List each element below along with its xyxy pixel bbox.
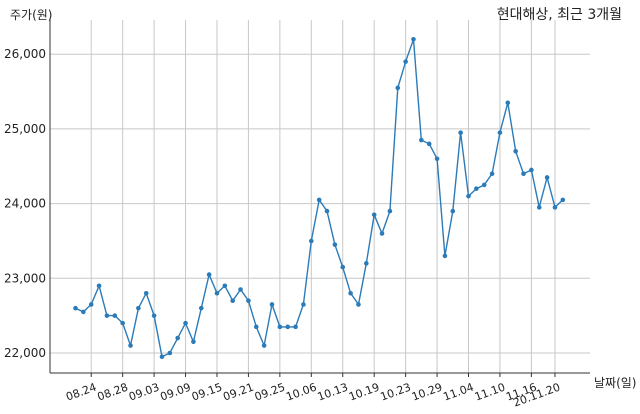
data-point — [411, 36, 416, 42]
x-tick-label: 09.15 — [190, 381, 224, 404]
x-tick-label: 10.29 — [410, 381, 444, 404]
data-point — [120, 320, 125, 326]
data-point — [96, 283, 102, 289]
x-tick-label: 10.19 — [347, 381, 381, 404]
data-point — [434, 156, 440, 162]
data-point — [395, 85, 401, 91]
data-point — [285, 324, 291, 330]
x-tick-label: 10.23 — [379, 381, 413, 404]
data-point — [497, 130, 503, 135]
data-point — [560, 197, 566, 203]
y-tick-label: 26,000 — [4, 47, 46, 61]
data-point — [301, 302, 306, 307]
y-tick-label: 22,000 — [4, 346, 46, 360]
data-point — [379, 231, 385, 236]
data-point — [364, 261, 369, 266]
data-point — [88, 302, 94, 307]
data-point — [466, 193, 471, 199]
x-axis-label: 날짜(일) — [594, 376, 637, 390]
data-point — [112, 313, 118, 318]
data-point — [309, 238, 314, 244]
data-point — [261, 343, 267, 348]
data-point — [387, 208, 393, 214]
data-point — [426, 141, 432, 147]
x-tick-label: 09.03 — [127, 381, 161, 404]
data-point — [513, 149, 518, 154]
data-point — [104, 313, 110, 318]
y-tick-label: 25,000 — [4, 122, 46, 136]
data-point — [332, 242, 338, 247]
data-point — [198, 305, 204, 311]
data-point — [128, 343, 133, 348]
data-point — [348, 290, 353, 296]
data-point — [552, 205, 558, 210]
data-point — [293, 324, 298, 330]
data-point — [167, 350, 173, 356]
data-point — [340, 264, 346, 270]
data-point — [481, 182, 487, 188]
data-point — [73, 305, 78, 311]
x-tick-label: 08.24 — [64, 381, 98, 404]
data-point — [191, 339, 196, 345]
data-point — [253, 324, 259, 330]
data-point — [371, 212, 377, 218]
x-tick-label: 08.28 — [96, 381, 130, 404]
data-point — [316, 197, 322, 203]
data-point — [246, 298, 251, 304]
x-tick-label: 20.11.20 — [512, 381, 562, 410]
data-point — [356, 302, 361, 307]
y-tick-label: 23,000 — [4, 271, 46, 285]
x-tick-label: 09.21 — [221, 381, 255, 404]
x-tick-label: 11.10 — [473, 381, 507, 404]
x-tick-label: 09.09 — [159, 381, 193, 404]
data-point — [230, 298, 235, 304]
chart-title: 현대해상, 최근 3개월 — [496, 7, 622, 23]
data-point — [159, 354, 165, 360]
data-point — [521, 171, 526, 177]
data-point — [143, 290, 149, 296]
data-point — [277, 324, 283, 330]
data-point — [505, 100, 511, 106]
data-point — [81, 309, 86, 315]
data-point — [403, 59, 408, 64]
data-point — [175, 335, 180, 341]
data-point — [474, 186, 479, 191]
data-point — [536, 205, 542, 210]
data-point — [222, 283, 228, 289]
data-point — [442, 253, 448, 259]
x-tick-label: 10.06 — [284, 381, 318, 404]
data-point — [529, 167, 534, 173]
data-point — [419, 137, 424, 143]
data-point — [151, 313, 157, 318]
data-point — [324, 208, 330, 214]
data-point — [206, 272, 212, 277]
x-tick-label: 11.04 — [441, 381, 475, 404]
data-point — [450, 208, 456, 214]
data-point — [458, 130, 463, 135]
data-point — [136, 305, 141, 311]
data-point — [214, 290, 220, 296]
data-point — [183, 320, 188, 326]
data-point — [238, 287, 243, 292]
x-tick-label: 10.13 — [316, 381, 350, 404]
x-tick-label: 09.25 — [253, 381, 287, 404]
data-point — [489, 171, 495, 177]
y-axis-label: 주가(원) — [10, 8, 53, 22]
data-point — [544, 175, 550, 180]
data-point — [269, 302, 275, 307]
y-tick-label: 24,000 — [4, 197, 46, 211]
